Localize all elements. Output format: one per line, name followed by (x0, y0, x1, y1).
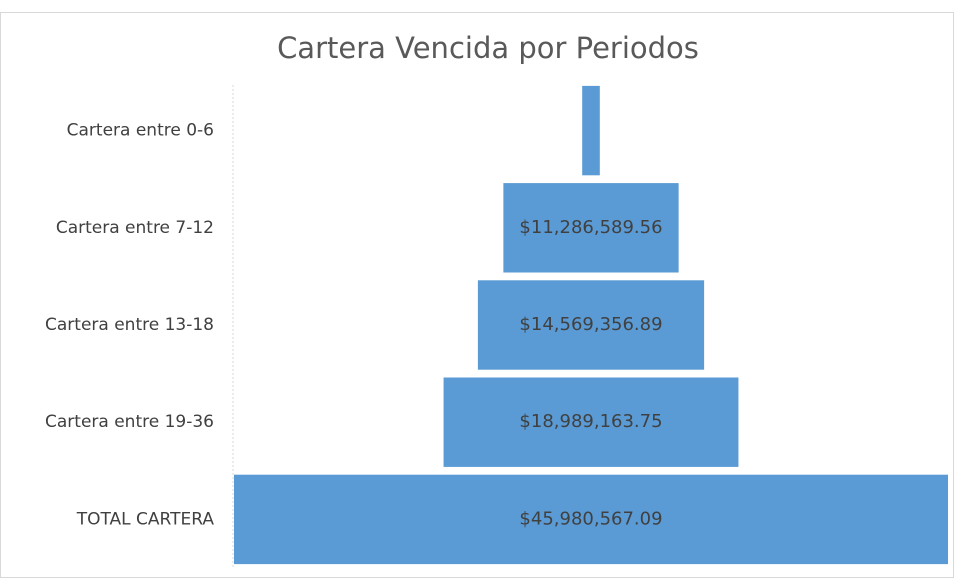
funnel-bar (582, 85, 600, 176)
category-label: Cartera entre 13-18 (45, 315, 214, 335)
data-label: $11,286,589.56 (519, 217, 662, 238)
data-label: $18,989,163.75 (519, 411, 662, 432)
category-label: Cartera entre 19-36 (45, 412, 214, 432)
data-label: $45,980,567.09 (519, 508, 662, 529)
chart-title: Cartera Vencida por Periodos (277, 31, 699, 65)
funnel-bar (503, 183, 679, 273)
funnel-bar (234, 474, 948, 565)
category-label: Cartera entre 0-6 (67, 121, 214, 141)
data-label: $14,569,356.89 (519, 314, 662, 335)
funnel-bar (477, 280, 705, 370)
category-label: Cartera entre 7-12 (56, 218, 214, 238)
category-label: TOTAL CARTERA (76, 509, 215, 529)
funnel-bar (443, 377, 739, 467)
